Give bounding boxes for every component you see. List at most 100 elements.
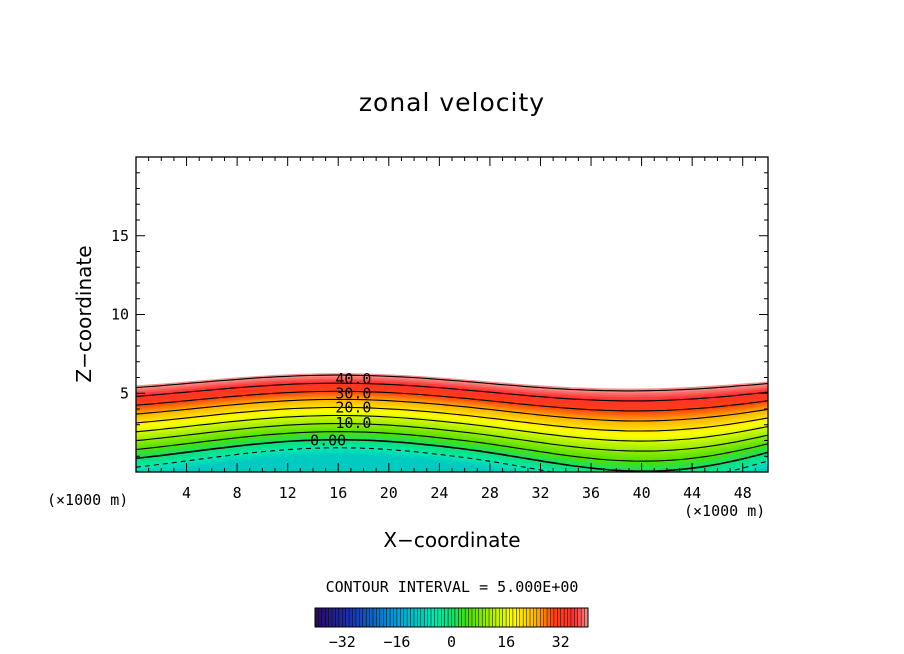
colorbar-cell: [366, 608, 370, 627]
colorbar-cell: [529, 608, 534, 627]
contour-label: 40.0: [335, 370, 371, 388]
x-tick-label: 4: [182, 484, 191, 502]
colorbar-cell: [335, 608, 340, 627]
x-tick-label: 36: [582, 484, 600, 502]
colorbar-cell: [577, 608, 582, 627]
x-tick-label: 44: [683, 484, 701, 502]
contour-label: 30.0: [335, 384, 371, 402]
x-tick-label: 12: [279, 484, 297, 502]
colorbar-cell: [349, 608, 353, 627]
colorbar-cell: [499, 608, 503, 627]
colorbar-tick-label: 32: [552, 633, 570, 651]
colorbar-tick-label: 16: [497, 633, 515, 651]
colorbar-cell: [420, 608, 425, 627]
colorbar-cell: [482, 608, 486, 627]
colorbar-cell: [536, 608, 541, 627]
colorbar-cell: [451, 608, 456, 627]
contour-label: 20.0: [335, 398, 371, 416]
colorbar-cell: [437, 608, 442, 627]
axis-ticks: [135, 156, 769, 473]
colorbar-cell: [321, 608, 326, 627]
contour-line: [136, 406, 768, 432]
x-tick-label: 48: [734, 484, 752, 502]
contour-label: 10.0: [335, 414, 371, 432]
colorbar-cell: [338, 608, 343, 627]
colorbar-cell: [489, 608, 493, 627]
x-axis-label: X−coordinate: [383, 528, 520, 552]
y-axis-label: Z−coordinate: [72, 245, 96, 382]
colorbar-tick-label: −16: [383, 633, 410, 651]
colorbar-cell: [355, 608, 360, 627]
colorbar-cell: [519, 608, 524, 627]
colorbar-cell: [413, 608, 418, 627]
colorbar-cell: [332, 608, 336, 627]
colorbar-cell: [512, 608, 517, 627]
colorbar-cell: [379, 608, 384, 627]
colorbar-cell: [564, 608, 568, 627]
colorbar-cell: [478, 608, 483, 627]
x-tick-label: 16: [329, 484, 347, 502]
colorbar-cell: [369, 608, 374, 627]
colorbar-cell: [454, 608, 459, 627]
colorbar-cell: [570, 608, 575, 627]
colorbar-cell: [359, 608, 364, 627]
colorbar-cell: [506, 608, 510, 627]
colorbar-cell: [386, 608, 391, 627]
y-tick-labels: 5 10 15: [111, 227, 129, 403]
colorbar-cell: [400, 608, 405, 627]
colorbar-cell: [581, 608, 585, 627]
colorbar-cell: [444, 608, 449, 627]
contour-line: [136, 382, 768, 402]
colorbar: [314, 607, 589, 628]
colorbar-cell: [427, 608, 432, 627]
chart-title: zonal velocity: [358, 88, 546, 117]
colorbar-cell: [516, 608, 521, 627]
colorbar-cell: [410, 608, 415, 627]
y-tick-label: 10: [111, 306, 129, 324]
colorbar-cell: [547, 608, 551, 627]
colorbar-cell: [526, 608, 531, 627]
colorbar-cell: [468, 608, 473, 627]
colorbar-cell: [383, 608, 387, 627]
colorbar-cell: [362, 608, 367, 627]
y-tick-label: 5: [120, 384, 129, 402]
contour-line: [136, 438, 768, 472]
colorbar-cell: [407, 608, 411, 627]
colorbar-cell: [458, 608, 463, 627]
colorbar-cell: [396, 608, 401, 627]
colorbar-cell: [553, 608, 558, 627]
colorbar-cell: [448, 608, 452, 627]
colorbar-cell: [465, 608, 469, 627]
colorbar-cell: [540, 608, 544, 627]
colorbar-cell: [523, 608, 527, 627]
colorbar-cell: [373, 608, 377, 627]
colorbar-cell: [315, 608, 319, 627]
colorbar-cell: [471, 608, 476, 627]
colorbar-cell: [574, 608, 579, 627]
contour-label: 0.00: [310, 432, 346, 450]
colorbar-tick-label: 0: [447, 633, 456, 651]
x-tick-label: 24: [430, 484, 448, 502]
x-tick-label: 32: [531, 484, 549, 502]
colorbar-tick-labels: −32 −16 0 16 32: [329, 633, 570, 651]
contour-line: [136, 423, 768, 452]
colorbar-cell: [485, 608, 490, 627]
colorbar-cell: [543, 608, 548, 627]
colorbar-cell: [502, 608, 507, 627]
x-tick-label: 40: [633, 484, 651, 502]
colorbar-cell: [461, 608, 466, 627]
contour-lines: [136, 374, 768, 472]
contour-line: [136, 431, 768, 462]
colorbar-cell: [393, 608, 398, 627]
contour-line: [136, 398, 768, 422]
colorbar-cell: [424, 608, 428, 627]
colorbar-cell: [557, 608, 561, 627]
contour-interval-text: CONTOUR INTERVAL = 5.000E+00: [326, 578, 579, 596]
contour-line: [136, 414, 768, 442]
colorbar-cell: [417, 608, 422, 627]
colorbar-cell: [345, 608, 350, 627]
x-tick-label: 20: [380, 484, 398, 502]
colorbar-cell: [550, 608, 555, 627]
colorbar-cell: [390, 608, 394, 627]
